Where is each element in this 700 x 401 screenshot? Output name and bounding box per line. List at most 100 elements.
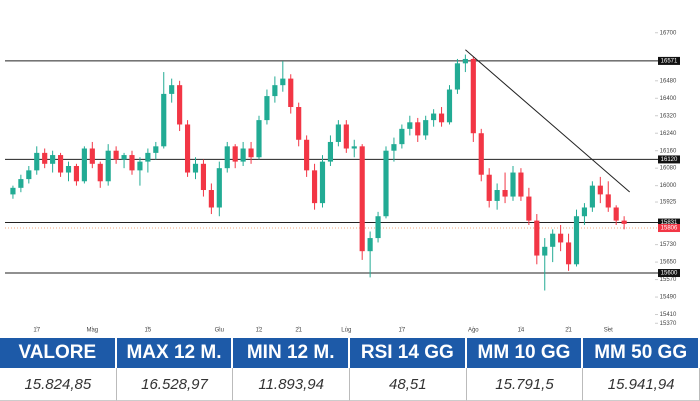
y-tick-label: 15490 — [660, 295, 677, 301]
y-tick-label: 15730 — [660, 242, 677, 248]
level-box — [658, 56, 680, 65]
candle-body — [478, 133, 484, 175]
candle-body — [423, 120, 429, 136]
table-header: MM 50 GG — [583, 338, 700, 368]
candle-body — [280, 78, 286, 86]
candle-body — [65, 165, 72, 173]
y-tick-label: 15650 — [660, 260, 677, 266]
x-tick-label: Lug — [341, 328, 351, 334]
level-label: 16571 — [661, 58, 678, 64]
candle-body — [145, 152, 151, 162]
candle-body — [50, 155, 56, 164]
candle-body — [224, 146, 230, 169]
table-header: MAX 12 M. — [116, 338, 234, 368]
level-label: 16120 — [661, 157, 678, 163]
candle-body — [10, 187, 16, 195]
x-tick-label: Set — [604, 328, 613, 334]
candle-body — [462, 58, 468, 64]
level-box — [658, 155, 680, 164]
y-tick-label: 16700 — [660, 30, 677, 36]
candle-body — [486, 174, 492, 201]
candle-body — [438, 113, 445, 123]
candle-body — [240, 148, 246, 162]
candle-body — [311, 170, 318, 204]
candle-body — [327, 141, 334, 162]
candle-body — [518, 172, 524, 197]
candle-body — [97, 163, 103, 182]
candle-body — [573, 216, 580, 265]
trend-line — [465, 49, 631, 193]
x-tick-label: 17 — [33, 328, 40, 334]
x-tick-label: 17 — [399, 328, 406, 334]
x-tick-label: 15 — [145, 328, 152, 334]
candle-body — [296, 107, 302, 140]
candle-body — [335, 124, 341, 142]
candle-body — [121, 155, 127, 160]
candle-body — [613, 207, 619, 221]
candle-body — [526, 196, 532, 221]
candle-body — [161, 93, 167, 147]
candle-body — [113, 150, 119, 160]
x-tick-label: 14 — [518, 328, 525, 334]
level-box — [658, 269, 680, 278]
candle-body — [232, 146, 238, 162]
candle-body — [534, 220, 540, 256]
candle-body — [367, 238, 373, 252]
candle-body — [399, 128, 405, 145]
candle-body — [375, 216, 381, 239]
candle-body — [57, 155, 64, 173]
y-tick-label: 15570 — [660, 277, 677, 283]
table-cell: 16.528,97 — [116, 368, 234, 401]
candle-body — [454, 63, 461, 90]
last-price-label: 15806 — [661, 226, 678, 232]
level-label: 15831 — [661, 220, 678, 226]
candle-body — [415, 122, 421, 136]
level-label: 15600 — [661, 271, 678, 277]
table-cell: 11.893,94 — [233, 368, 350, 401]
candle-body — [470, 58, 476, 134]
table-header: MM 10 GG — [466, 338, 584, 368]
candle-body — [192, 163, 199, 173]
y-tick-label: 15925 — [660, 200, 677, 206]
candle-body — [359, 146, 365, 252]
candle-body — [264, 96, 270, 121]
table-cell: 15.824,85 — [0, 368, 117, 401]
table-cell: 15.941,94 — [583, 368, 700, 401]
candle-body — [200, 163, 207, 191]
candle-body — [550, 233, 556, 247]
candle-body — [621, 220, 627, 224]
chart: 16700 16480 16400 16320 16240 16160 16080 16000… — [5, 30, 680, 334]
x-tick-label: Giu — [215, 328, 224, 334]
stats-table: VALORE MAX 12 M. MIN 12 M. RSI 14 GG MM 10 G… — [0, 338, 700, 401]
x-tick-label: Mag — [86, 328, 98, 334]
last-price-box — [658, 224, 680, 233]
candle-body — [153, 146, 159, 153]
candle-body — [34, 152, 40, 171]
candle-body — [184, 124, 191, 173]
candle-body — [351, 146, 357, 149]
y-tick-label: 16400 — [660, 96, 677, 102]
table-header: MIN 12 M. — [233, 338, 350, 368]
candle-body — [502, 190, 508, 197]
y-tick-label: 16240 — [660, 131, 677, 137]
candle-body — [81, 148, 87, 182]
candle-body — [288, 78, 294, 108]
candle-body — [248, 148, 254, 158]
candle-body — [510, 172, 516, 197]
candle-body — [129, 155, 135, 171]
candle-body — [581, 207, 588, 217]
candle-body — [446, 89, 453, 123]
y-tick-label: 16480 — [660, 78, 677, 84]
candle-body — [304, 139, 310, 171]
candle-body — [177, 85, 183, 125]
y-tick-label: 16160 — [660, 148, 677, 154]
candle-body — [605, 194, 611, 208]
candle-body — [589, 185, 595, 208]
x-tick-label: 12 — [256, 328, 263, 334]
candle-body — [18, 179, 24, 188]
candle-body — [272, 85, 278, 97]
table-header: RSI 14 GG — [349, 338, 467, 368]
y-tick-label: 16320 — [660, 113, 677, 119]
candle-body — [319, 161, 326, 204]
